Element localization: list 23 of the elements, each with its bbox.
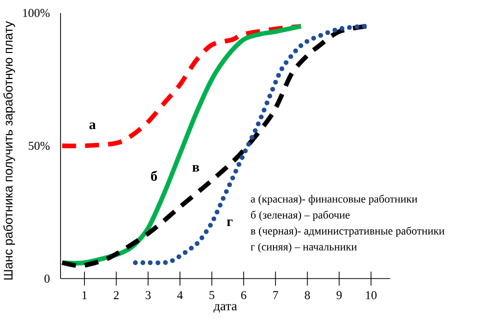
y-tick-label: 100% (23, 9, 50, 18)
y-tick-label: 0 (44, 274, 50, 283)
y-tick-label: 50% (28, 142, 50, 150)
annotation: в (черная)- административные работники (250, 226, 444, 237)
x-tick-label: 6 (241, 291, 246, 300)
annotation: б (зеленая) – рабочие (251, 210, 350, 222)
x-tick-label: 1 (82, 291, 87, 300)
x-tick-label: 4 (177, 291, 183, 300)
x-tick-label: 8 (304, 291, 310, 300)
annotation: г (синяя) – начальники (250, 242, 357, 253)
series-label: а (89, 122, 96, 130)
series-label: б (151, 170, 157, 182)
x-tick-label: 3 (146, 291, 151, 300)
series-label: г (226, 220, 233, 226)
x-axis-title: дата (214, 304, 237, 313)
y-axis-title: Шанс работника получить заработную плату (3, 21, 16, 280)
x-tick-label: 7 (273, 291, 278, 300)
x-tick-label: 9 (336, 291, 342, 300)
series-label: в (192, 165, 200, 172)
x-tick-label: 5 (210, 291, 214, 300)
annotation: а (красная)- финансовые работники (250, 194, 418, 206)
x-tick-label: 2 (114, 291, 119, 300)
x-tick-label: 10 (366, 291, 377, 300)
